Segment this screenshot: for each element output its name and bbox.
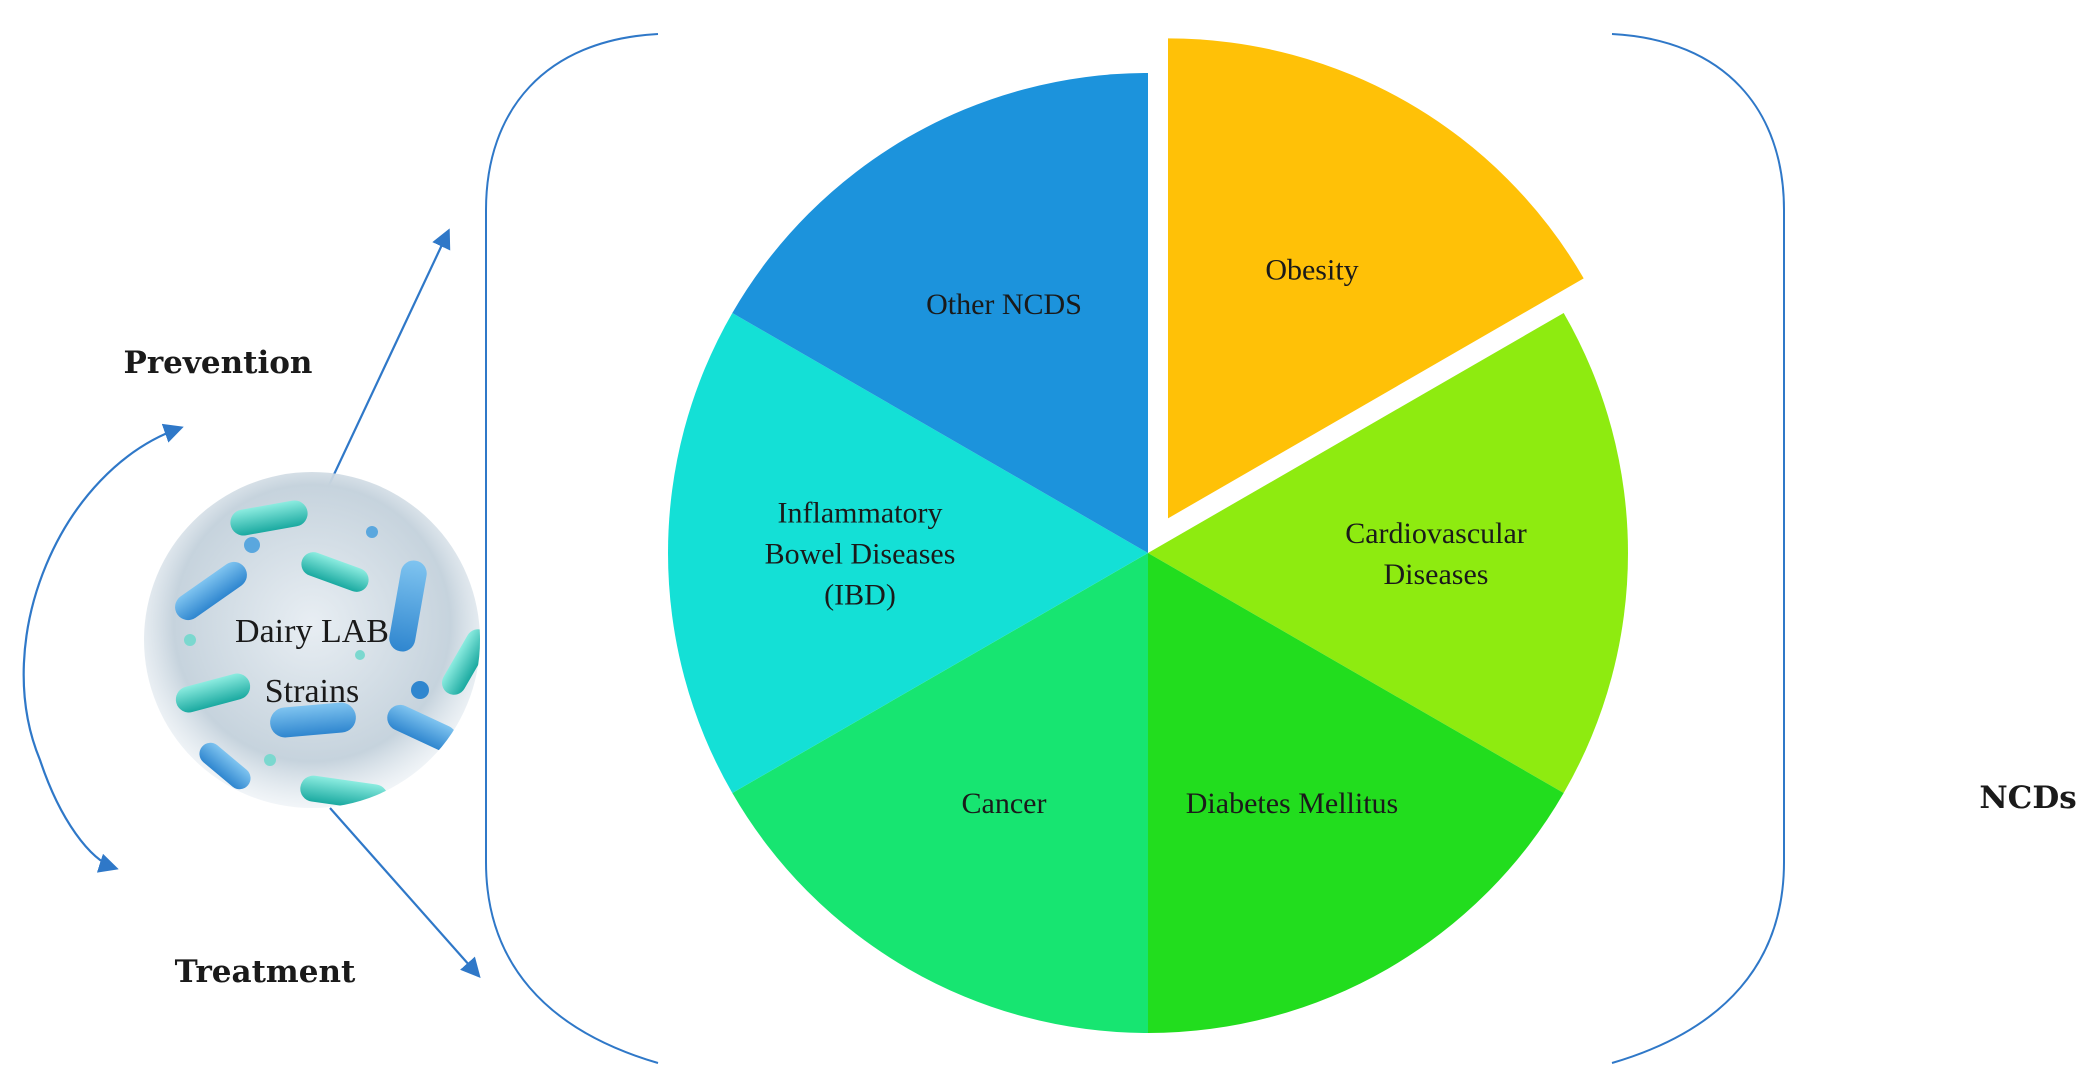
pie-slice-inflammatory-bowel-diseases-ibd bbox=[668, 313, 1148, 793]
right-bracket bbox=[1611, 33, 1785, 1064]
treatment-arrow bbox=[329, 807, 481, 978]
pie-slice-diabetes-mellitus bbox=[1148, 553, 1564, 1033]
lab-strains-illustration: Dairy LAB Strains bbox=[144, 472, 480, 808]
pie-slice-obesity bbox=[1168, 38, 1584, 519]
pie-slice-other-ncds bbox=[732, 73, 1148, 553]
pie-label-inflammatory-bowel-diseases-ibd-line2: Bowel Diseases bbox=[765, 538, 956, 571]
pie-label-cardiovascular-diseases-line2: Diseases bbox=[1384, 558, 1489, 591]
pie-label-inflammatory-bowel-diseases-ibd-line3: (IBD) bbox=[824, 579, 896, 612]
strains-label-line1: Dairy LAB bbox=[235, 613, 389, 650]
left-bracket bbox=[485, 33, 659, 1064]
pie-label-cardiovascular-diseases-line1: Cardiovascular bbox=[1345, 517, 1527, 550]
pie-label-inflammatory-bowel-diseases-ibd-line1: Inflammatory bbox=[778, 497, 943, 530]
cycle-arrow bbox=[22, 423, 184, 873]
ncds-label: NCDs bbox=[1979, 780, 2076, 816]
pie-slice-cancer bbox=[732, 553, 1148, 1033]
ncds-pie-chart: Obesity Cardiovascular Diseases Diabetes Me… bbox=[668, 38, 1628, 1033]
prevention-label: Prevention bbox=[124, 345, 313, 381]
strains-label-line2: Strains bbox=[265, 673, 359, 710]
pie-slice-cardiovascular-diseases bbox=[1148, 313, 1628, 793]
pie-label-obesity: Obesity bbox=[1265, 253, 1358, 286]
pie-label-other-ncds: Other NCDS bbox=[926, 288, 1082, 321]
treatment-label: Treatment bbox=[175, 954, 356, 990]
prevention-arrow bbox=[321, 228, 451, 501]
pie-label-cancer: Cancer bbox=[962, 787, 1047, 820]
pie-label-diabetes-mellitus: Diabetes Mellitus bbox=[1186, 787, 1398, 820]
